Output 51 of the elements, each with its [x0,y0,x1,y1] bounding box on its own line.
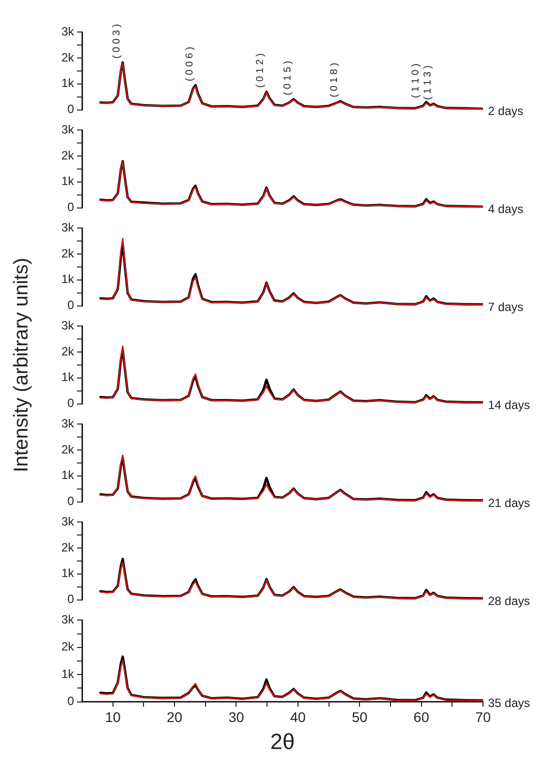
y-tick-label: 0 [67,298,74,312]
annotation: ( 1 1 3 ) [422,65,434,100]
y-tick-label: 1k [61,174,75,188]
y-tick-label: 0 [67,694,74,708]
annotation: ( 0 1 5 ) [282,60,294,96]
y-tick-label: 3k [61,514,75,529]
y-tick-label: 0 [67,102,74,116]
x-tick-label: 20 [166,709,183,726]
annotation: ( 0 0 6 ) [184,46,196,82]
y-tick-label: 2k [61,640,75,654]
x-tick-label: 10 [105,709,121,726]
annotation: ( 1 1 0 ) [410,64,422,98]
y-tick-label: 2k [61,246,75,260]
y-tick-label: 3k [61,24,75,39]
text: 14 days [488,398,530,412]
annotation: ( 0 1 2 ) [255,53,266,88]
y-tick-label: 1k [61,666,75,681]
x-tick-label: 50 [352,709,368,726]
y-tick-label: 2k [61,344,75,358]
y-tick-label: 3k [61,220,75,235]
y-axis-title: Intensity (arbitrary units) [10,258,34,472]
y-tick-label: 2k [61,148,75,162]
y-tick-label: 1k [61,566,75,580]
text: 35 days [488,696,530,710]
annotation: ( 0 1 8 ) [329,62,340,98]
y-tick-label: 0 [67,592,74,606]
y-tick-label: 0 [67,494,74,508]
y-tick-label: 2k [61,442,75,456]
y-tick-label: 1k [61,468,75,482]
y-tick-label: 3k [61,416,75,431]
x-tick-label: 30 [228,709,244,726]
x-tick-label: 60 [414,709,430,726]
y-tick-label: 3k [61,318,75,333]
y-tick-label: 1k [61,76,75,90]
text: 21 days [488,496,530,510]
y-tick-label: 2k [61,540,75,554]
text: 28 days [488,594,530,608]
y-tick-label: 0 [67,396,74,410]
x-tick-label: 40 [290,709,306,726]
y-tick-label: 0 [67,200,74,214]
annotation: ( 0 0 3 ) [111,24,122,58]
y-tick-label: 1k [61,370,75,384]
x-tick-label: 70 [475,709,491,726]
text: 2 days [488,104,524,118]
y-tick-label: 1k [61,272,75,286]
y-tick-label: 2k [61,50,75,64]
text: 4 days [488,202,524,216]
y-tick-label: 3k [61,122,75,137]
y-tick-label: 3k [61,612,75,627]
text: 7 days [488,300,524,314]
x-axis-title: 2θ [270,728,295,754]
